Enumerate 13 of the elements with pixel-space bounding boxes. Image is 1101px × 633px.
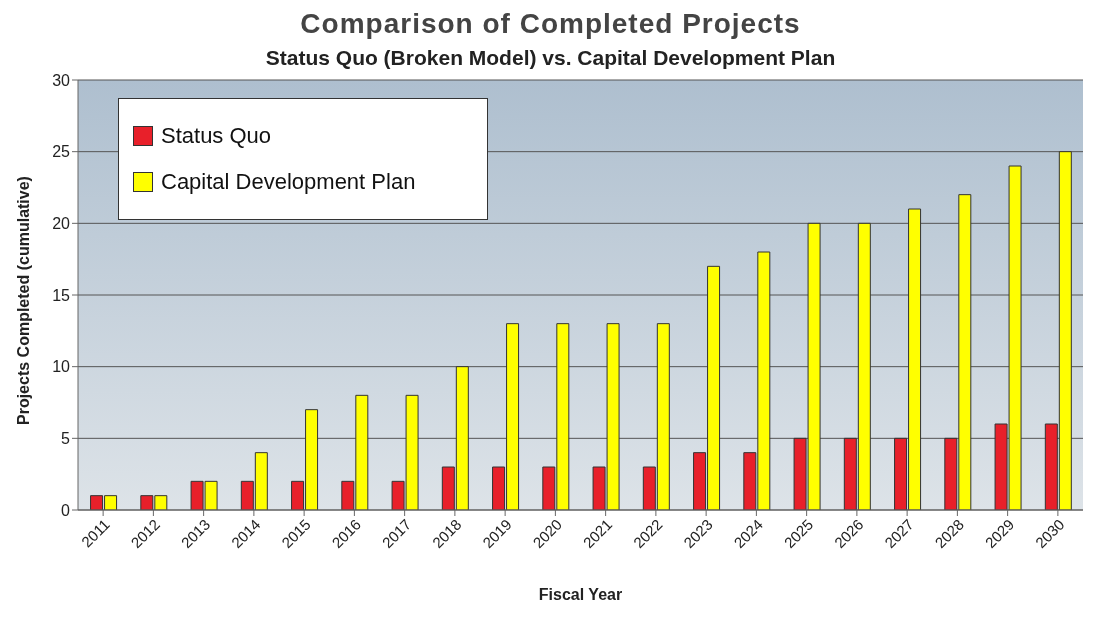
- y-tick-label: 10: [52, 358, 71, 376]
- y-tick-label: 30: [52, 71, 71, 89]
- y-tick-label: 0: [61, 501, 71, 519]
- legend-label: Capital Development Plan: [161, 168, 416, 196]
- y-tick-label: 20: [52, 215, 71, 233]
- y-tick-label: 15: [52, 286, 71, 304]
- legend-label: Status Quo: [161, 122, 272, 150]
- chart-title: Comparison of Completed Projects: [299, 8, 802, 40]
- y-tick-label: 5: [61, 430, 71, 448]
- chart-subtitle: Status Quo (Broken Model) vs. Capital Development Plan: [264, 46, 837, 70]
- y-tick-label: 25: [52, 143, 71, 161]
- y-axis-title: Projects Completed (cumulative): [14, 176, 32, 425]
- x-axis-title: Fiscal Year: [538, 586, 623, 603]
